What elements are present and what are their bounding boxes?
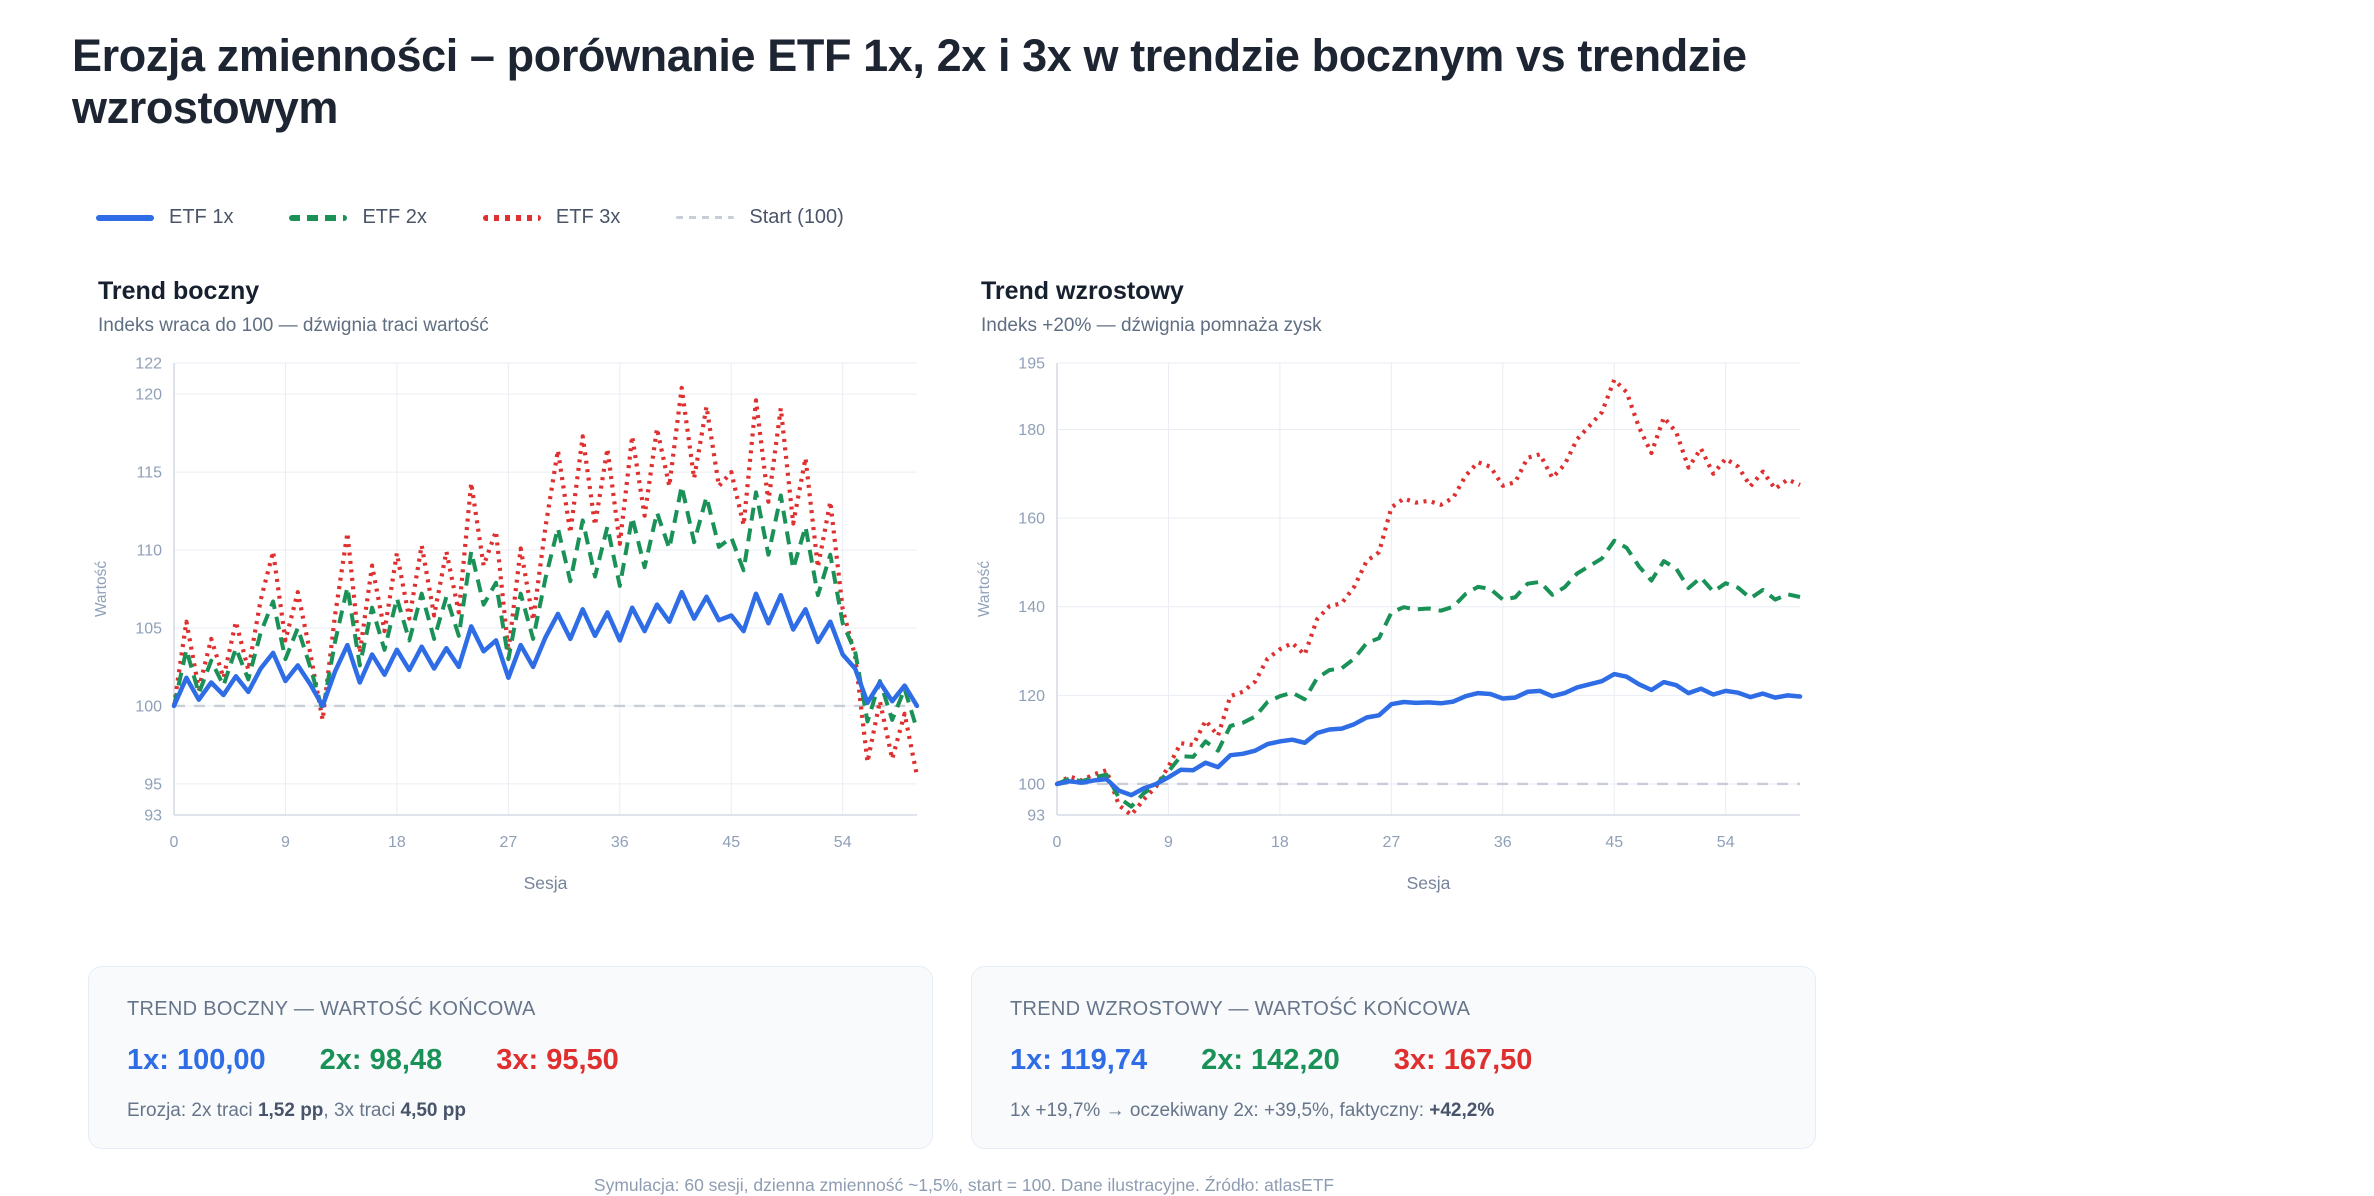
legend-item-etf-1x[interactable]: ETF 1x	[96, 206, 233, 229]
charts-row: Trend boczny Indeks wraca do 100 — dźwig…	[88, 277, 1892, 912]
x-tick-label: 27	[499, 834, 517, 851]
x-axis-title: Sesja	[524, 873, 568, 893]
chart-subtitle-trend-wzrostowy: Indeks +20% — dźwignia pomnaża zysk	[981, 315, 1322, 336]
x-tick-label: 0	[1053, 834, 1062, 851]
x-tick-label: 36	[1494, 834, 1512, 851]
x-tick-label: 36	[611, 834, 629, 851]
x-tick-label: 18	[388, 834, 406, 851]
series-line-etf3x	[171, 385, 920, 777]
y-tick-label: 115	[136, 465, 162, 482]
chart-title-trend-boczny: Trend boczny	[98, 277, 260, 305]
y-tick-label: 95	[144, 776, 162, 793]
y-tick-label: 93	[144, 808, 162, 825]
summary-card-heading: TREND WZROSTOWY — WARTOŚĆ KOŃCOWA	[1010, 998, 1471, 1020]
line-chart-trend-wzrostowy[interactable]: 0 9 18 27 36 45 54 93 100 120 140 160 180 195 Wartość S…	[971, 351, 1816, 912]
legend-swatch-etf-2x	[289, 214, 348, 221]
chart-subtitle-trend-boczny: Indeks wraca do 100 — dźwignia traci war…	[98, 315, 489, 336]
x-tick-label: 45	[722, 834, 740, 851]
line-chart-trend-boczny[interactable]: 0 9 18 27 36 45 54 93 95 100 105 110 115 120 122 Wartoś…	[88, 351, 933, 912]
legend-item-start-100[interactable]: Start (100)	[676, 206, 844, 229]
y-tick-label: 120	[135, 387, 162, 404]
gain-note: 1x +19,7% → oczekiwany 2x: +39,5%, fakty…	[1010, 1100, 1495, 1121]
summary-card-trend-wzrostowy: TREND WZROSTOWY — WARTOŚĆ KOŃCOWA 1x: 11…	[971, 966, 1816, 1149]
x-axis-title: Sesja	[1407, 873, 1451, 893]
y-tick-label: 100	[1018, 776, 1045, 793]
series-line-etf1x	[1054, 671, 1803, 798]
y-tick-label: 195	[1018, 356, 1045, 373]
series-line-etf2x	[1056, 538, 1801, 809]
y-axis-title: Wartość	[93, 561, 110, 618]
legend-label-start-100: Start (100)	[749, 206, 844, 228]
final-value-3x: 3x: 167,50	[1393, 1044, 1533, 1076]
legend-label-etf-3x: ETF 3x	[555, 206, 621, 228]
legend-label-etf-2x: ETF 2x	[362, 206, 427, 228]
x-tick-label: 54	[834, 834, 852, 851]
legend-item-etf-3x[interactable]: ETF 3x	[482, 206, 621, 229]
x-tick-label: 18	[1271, 834, 1289, 851]
footnote: Symulacja: 60 sesji, dzienna zmienność ~…	[593, 1175, 1335, 1195]
series-line-etf1x	[171, 589, 920, 709]
chart-block-trend-wzrostowy: Trend wzrostowy Indeks +20% — dźwignia p…	[971, 277, 1816, 912]
final-value-2x: 2x: 142,20	[1201, 1044, 1340, 1076]
final-value-1x: 1x: 100,00	[127, 1044, 266, 1076]
y-tick-label: 93	[1027, 808, 1045, 825]
y-tick-label: 140	[1018, 599, 1045, 616]
legend-label-etf-1x: ETF 1x	[169, 206, 234, 228]
chart-block-trend-boczny: Trend boczny Indeks wraca do 100 — dźwig…	[88, 277, 933, 912]
y-tick-label: 180	[1018, 422, 1045, 439]
x-tick-label: 45	[1605, 834, 1623, 851]
y-tick-label: 122	[135, 356, 162, 373]
summary-card-heading: TREND BOCZNY — WARTOŚĆ KOŃCOWA	[127, 998, 536, 1020]
x-tick-label: 0	[170, 834, 179, 851]
y-axis-title: Wartość	[976, 561, 993, 618]
chart-canvas: 0 9 18 27 36 45 54 93 100 120 140 160 180 195 Wartość S…	[976, 356, 1803, 893]
legend-swatch-etf-3x	[482, 214, 541, 221]
x-tick-label: 54	[1717, 834, 1735, 851]
y-tick-label: 105	[135, 620, 162, 637]
page-title: Erozja zmienności – porównanie ETF 1x, 2…	[72, 30, 1747, 133]
erosion-note: Erozja: 2x traci 1,52 pp, 3x traci 4,50 …	[127, 1100, 466, 1121]
legend-swatch-start-100	[676, 216, 735, 219]
x-tick-label: 9	[1164, 834, 1173, 851]
x-tick-label: 9	[281, 834, 290, 851]
final-values-row: 1x: 119,74 2x: 142,20 3x: 167,50	[1010, 1044, 1777, 1077]
y-tick-label: 160	[1018, 511, 1045, 528]
final-values-row: 1x: 100,00 2x: 98,48 3x: 95,50	[127, 1044, 894, 1077]
final-value-1x: 1x: 119,74	[1010, 1044, 1148, 1076]
legend-swatch-etf-1x	[96, 214, 154, 221]
page: Erozja zmienności – porównanie ETF 1x, 2…	[72, 30, 1892, 1195]
legend-item-etf-2x[interactable]: ETF 2x	[289, 206, 427, 229]
chart-title-trend-wzrostowy: Trend wzrostowy	[981, 277, 1184, 305]
series-line-etf2x	[172, 484, 919, 731]
summary-cards-row: TREND BOCZNY — WARTOŚĆ KOŃCOWA 1x: 100,0…	[88, 966, 1892, 1149]
chart-canvas: 0 9 18 27 36 45 54 93 95 100 105 110 115 120 122 Wartoś…	[93, 356, 920, 893]
final-value-3x: 3x: 95,50	[496, 1044, 619, 1076]
x-tick-label: 27	[1382, 834, 1400, 851]
y-tick-label: 120	[1018, 688, 1045, 705]
final-value-2x: 2x: 98,48	[319, 1044, 443, 1076]
y-tick-label: 100	[135, 698, 162, 715]
summary-card-trend-boczny: TREND BOCZNY — WARTOŚĆ KOŃCOWA 1x: 100,0…	[88, 966, 933, 1149]
y-tick-label: 110	[136, 543, 162, 560]
chart-legend: ETF 1x ETF 2x ETF 3x Start (100)	[96, 206, 1892, 229]
